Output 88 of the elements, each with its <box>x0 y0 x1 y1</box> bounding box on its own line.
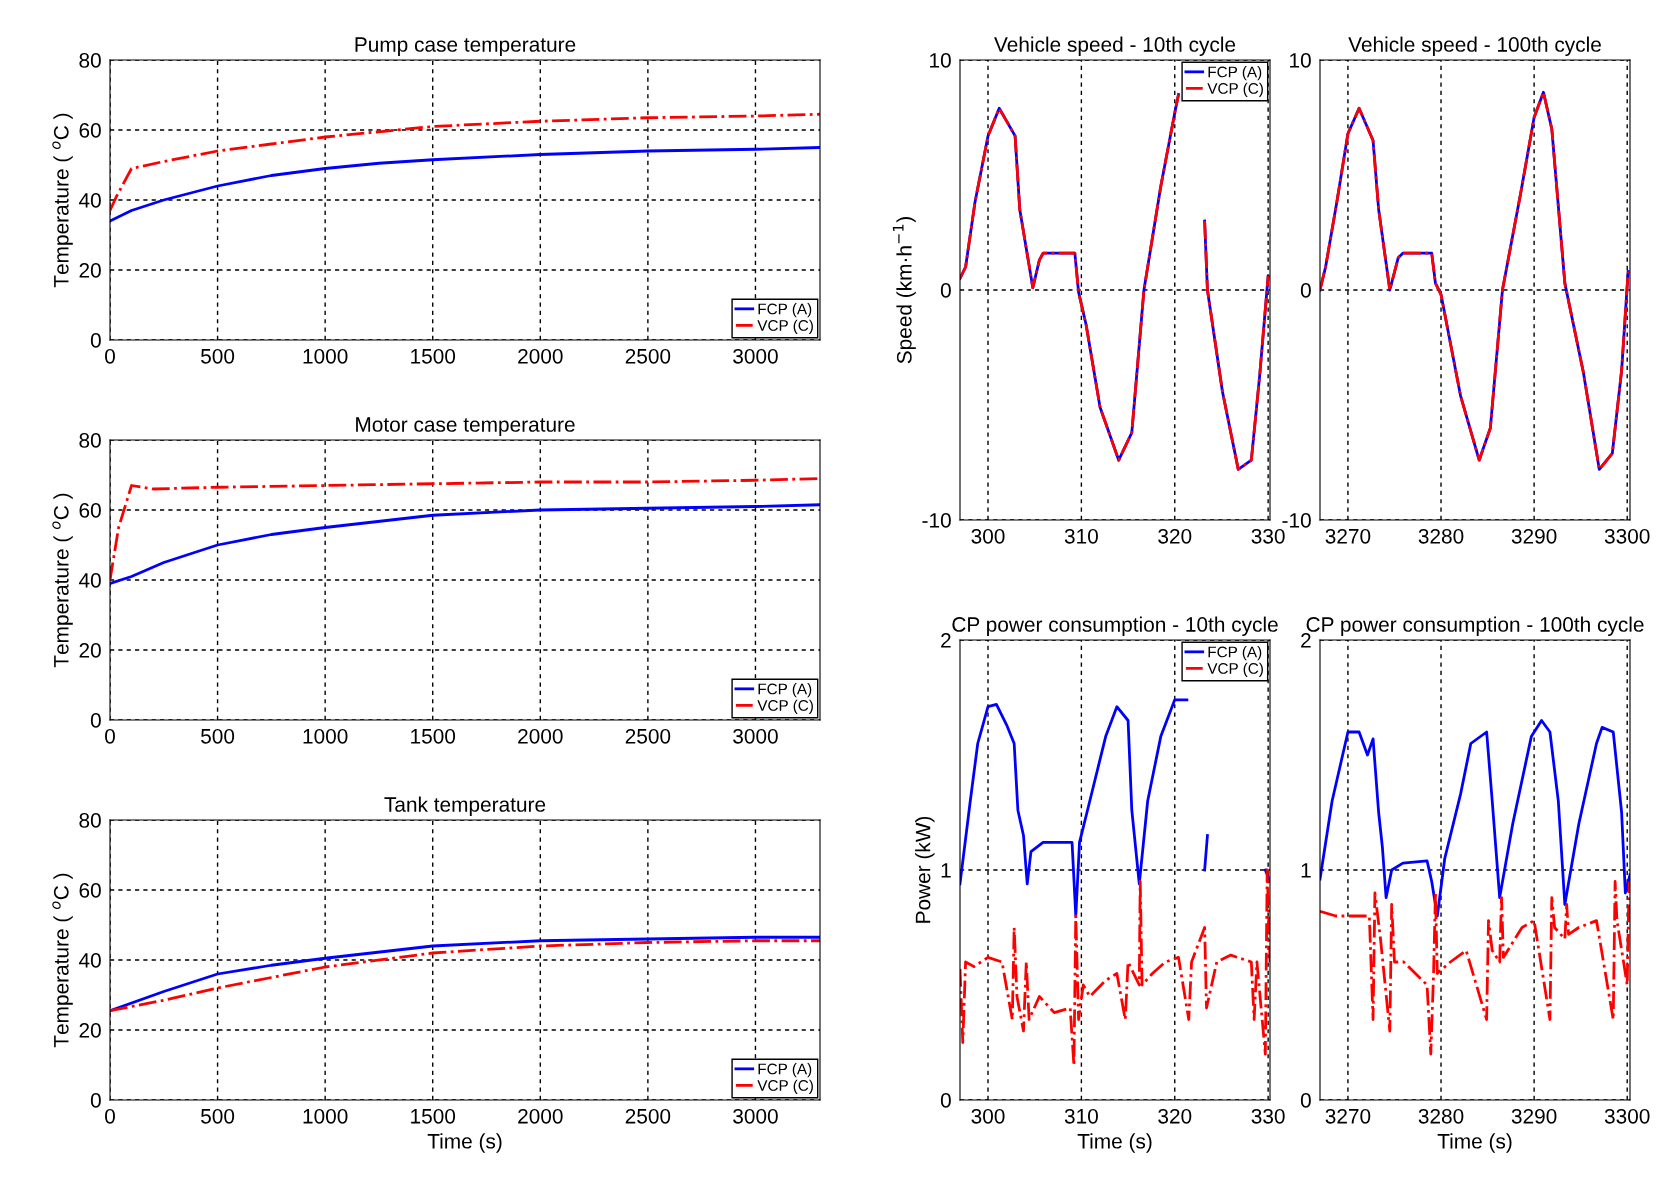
chart-title: Pump case temperature <box>355 37 576 56</box>
x-tick-label: 2500 <box>625 728 671 744</box>
x-tick-label: 500 <box>201 1108 235 1124</box>
y-tick-label: 0 <box>90 333 101 348</box>
x-tick-label: 3300 <box>1604 528 1650 544</box>
x-tick-label: 310 <box>1064 528 1098 544</box>
x-tick-label: 310 <box>1064 1108 1098 1124</box>
y-tick-label: 40 <box>78 193 101 208</box>
y-tick-label: -10 <box>922 513 951 528</box>
x-tick-label: 3280 <box>1418 1108 1464 1124</box>
y-tick-label: 2 <box>1301 633 1311 648</box>
x-tick-label: 500 <box>201 728 235 744</box>
y-axis-title: Temperature ( $^{o}$C ) <box>52 873 73 1048</box>
x-tick-label: 2500 <box>625 348 671 364</box>
x-tick-label: 2500 <box>625 1108 671 1124</box>
x-tick-label: 3000 <box>733 348 778 364</box>
x-tick-label: 1000 <box>303 1108 348 1124</box>
x-tick-label: 3300 <box>1604 1108 1650 1124</box>
y-tick-label: 1 <box>1301 863 1311 878</box>
y-tick-label: 60 <box>79 503 101 518</box>
x-tick-label: 300 <box>971 528 1005 544</box>
y-tick-label: 20 <box>79 263 101 278</box>
legend-label: VCP (C) <box>757 699 813 714</box>
y-tick-label: 20 <box>79 643 101 658</box>
y-tick-label: 80 <box>79 813 101 828</box>
y-tick-label: 20 <box>79 1023 101 1038</box>
x-tick-label: 3280 <box>1418 528 1464 544</box>
legend-label: VCP (C) <box>757 319 813 334</box>
x-tick-label: 330 <box>1251 528 1285 544</box>
x-tick-label: 300 <box>971 1108 1005 1124</box>
legend-label: FCP (A) <box>758 303 812 318</box>
x-tick-label: 3270 <box>1325 1108 1371 1124</box>
y-tick-label: 0 <box>1300 1093 1311 1108</box>
y-axis-title: Temperature ( $^{o}$C ) <box>52 493 73 668</box>
chart-title: Vehicle speed - 10th cycle <box>994 36 1236 56</box>
y-tick-label: 0 <box>940 1093 951 1108</box>
x-tick-label: 330 <box>1251 1108 1285 1124</box>
legend-label: FCP (A) <box>758 683 812 698</box>
y-tick-label: 60 <box>79 883 101 898</box>
x-tick-label: 0 <box>105 728 115 744</box>
x-tick-label: 1500 <box>411 1108 456 1124</box>
y-tick-label: 10 <box>1290 53 1311 68</box>
x-tick-label: 2000 <box>518 1108 563 1124</box>
y-tick-label: 0 <box>940 283 951 298</box>
y-tick-label: 0 <box>90 1093 101 1108</box>
x-tick-label: 1500 <box>411 348 456 364</box>
chart-title: Motor case temperature <box>356 417 575 436</box>
y-tick-label: 0 <box>90 713 101 728</box>
x-tick-label: 0 <box>105 348 115 364</box>
x-axis-title: Time (s) <box>427 1133 502 1153</box>
y-tick-label: 0 <box>1300 283 1311 298</box>
chart-title: Vehicle speed - 100th cycle <box>1348 36 1601 56</box>
x-tick-label: 3270 <box>1325 528 1371 544</box>
legend-label: VCP (C) <box>1207 82 1263 97</box>
y-tick-label: 80 <box>79 53 101 68</box>
legend-label: VCP (C) <box>1207 662 1263 677</box>
y-tick-label: 1 <box>941 863 951 878</box>
y-axis-title: Power (kW) <box>915 816 935 923</box>
y-axis-title: Temperature ( $^{o}$C ) <box>52 113 73 288</box>
y-tick-label: 10 <box>930 53 951 68</box>
y-tick-label: 60 <box>79 123 101 138</box>
legend-label: VCP (C) <box>757 1079 813 1094</box>
y-tick-label: 40 <box>78 573 101 588</box>
x-tick-label: 1000 <box>303 348 348 364</box>
y-tick-label: 80 <box>79 433 101 448</box>
y-tick-label: 2 <box>941 633 951 648</box>
x-tick-label: 3000 <box>733 1108 778 1124</box>
y-tick-label: -10 <box>1282 513 1311 528</box>
x-axis-title: Time (s) <box>1437 1133 1512 1153</box>
x-tick-label: 3290 <box>1511 528 1557 544</box>
x-tick-label: 500 <box>201 348 235 364</box>
y-axis-title: Speed (km·h$^{−1}$) <box>892 217 916 364</box>
legend-label: FCP (A) <box>758 1063 812 1078</box>
x-tick-label: 0 <box>105 1108 115 1124</box>
legend-label: FCP (A) <box>1208 66 1262 81</box>
chart-title: Tank temperature <box>384 796 546 816</box>
x-tick-label: 3290 <box>1511 1108 1557 1124</box>
x-tick-label: 1000 <box>303 728 348 744</box>
x-tick-label: 3000 <box>733 728 778 744</box>
chart-title: CP power consumption - 10th cycle <box>952 616 1278 636</box>
x-tick-label: 2000 <box>518 728 563 744</box>
x-tick-label: 320 <box>1158 528 1192 544</box>
x-tick-label: 320 <box>1158 1108 1192 1124</box>
x-tick-label: 1500 <box>411 728 456 744</box>
x-axis-title: Time (s) <box>1077 1133 1152 1153</box>
legend-label: FCP (A) <box>1208 646 1262 661</box>
x-tick-label: 2000 <box>518 348 563 364</box>
y-tick-label: 40 <box>78 953 101 968</box>
